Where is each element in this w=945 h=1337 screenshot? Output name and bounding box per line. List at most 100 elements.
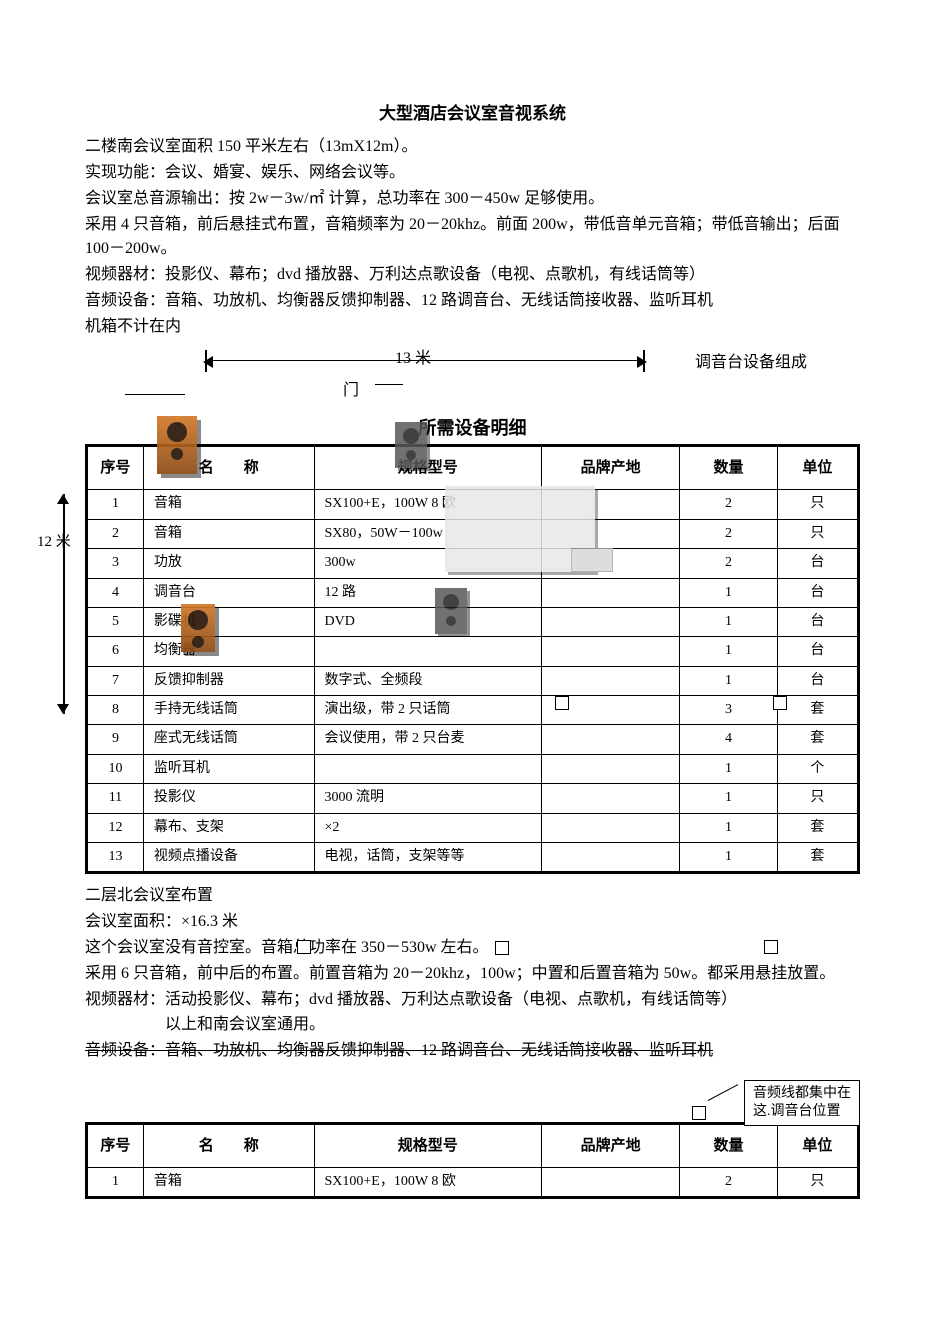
cell: 1 (680, 784, 778, 813)
cell: 4 (680, 725, 778, 754)
cell: 1 (680, 754, 778, 783)
cell: 会议使用，带 2 只台麦 (314, 725, 542, 754)
intro-p2: 实现功能：会议、婚宴、娱乐、网络会议等。 (85, 161, 860, 186)
sec2-p3: 这个会议室没有音控室。音箱总功率在 350－530w 左右。 (85, 936, 860, 961)
cell (542, 607, 680, 636)
cell: 套 (777, 813, 858, 842)
sec2-p4: 采用 6 只音箱，前中后的布置。前置音箱为 20－20khz，100w；中置和后… (85, 962, 860, 987)
cell: 5 (87, 607, 144, 636)
intro-p1: 二楼南会议室面积 150 平米左右（13mX12m）。 (85, 135, 860, 160)
intro-p4: 采用 4 只音箱，前后悬挂式布置，音箱频率为 20－20khz。前面 200w，… (85, 213, 860, 263)
cell: 2 (680, 1168, 778, 1198)
cell (542, 813, 680, 842)
cell (542, 666, 680, 695)
equipment-table-1-wrap: 12 米 序号 名 称 规格型号 品牌产地 数量 单位 1音箱SX100+E，1… (85, 444, 860, 874)
annot-line2: 这.调音台位置 (753, 1103, 851, 1121)
th-qty: 数量 (680, 1124, 778, 1168)
table-header-row: 序号 名 称 规格型号 品牌产地 数量 单位 (87, 1124, 859, 1168)
cell: 功放 (143, 549, 314, 578)
equipment-table-title: 所需设备明细 (85, 414, 860, 443)
cell (542, 578, 680, 607)
cell: 1 (680, 813, 778, 842)
intro-p5: 视频器材：投影仪、幕布；dvd 播放器、万利达点歌设备（电视、点歌机，有线话筒等… (85, 263, 860, 288)
room-dimension-diagram: 13 米 调音台设备组成 门 (85, 350, 860, 410)
speaker-grey-icon (395, 422, 427, 468)
sec2-p5: 视频器材：活动投影仪、幕布；dvd 播放器、万利达点歌设备（电视、点歌机，有线话… (85, 988, 860, 1013)
cell: 7 (87, 666, 144, 695)
cell: SX100+E，100W 8 欧 (314, 1168, 542, 1198)
cell: 调音台 (143, 578, 314, 607)
cell: 12 路 (314, 578, 542, 607)
cell: 个 (777, 754, 858, 783)
cell: 演出级，带 2 只话筒 (314, 696, 542, 725)
table-header-row: 序号 名 称 规格型号 品牌产地 数量 单位 (87, 446, 859, 490)
equipment-table-2: 序号 名 称 规格型号 品牌产地 数量 单位 1音箱SX100+E，100W 8… (85, 1122, 860, 1199)
cell: 2 (680, 490, 778, 519)
cell: 9 (87, 725, 144, 754)
table-row: 10监听耳机 1个 (87, 754, 859, 783)
cell: 反馈抑制器 (143, 666, 314, 695)
cell: ×2 (314, 813, 542, 842)
cell: 视频点播设备 (143, 843, 314, 873)
cell: 3 (87, 549, 144, 578)
cell: 台 (777, 607, 858, 636)
marker-square-icon (764, 940, 778, 954)
table-row: 12幕布、支架×2 1套 (87, 813, 859, 842)
cell: 10 (87, 754, 144, 783)
speaker-icon (181, 604, 215, 652)
table-row: 1音箱SX100+E，100W 8 欧2只 (87, 1168, 859, 1198)
cell (542, 725, 680, 754)
th-brand: 品牌产地 (542, 446, 680, 490)
cell (542, 1168, 680, 1198)
cell: 1 (87, 490, 144, 519)
intro-p3: 会议室总音源输出：按 2w－3w/㎡ 计算，总功率在 300－450w 足够使用… (85, 187, 860, 212)
intro-p6: 音频设备：音箱、功放机、均衡器反馈抑制器、12 路调音台、无线话筒接收器、监听耳… (85, 289, 860, 314)
cell: 只 (777, 490, 858, 519)
cell: 监听耳机 (143, 754, 314, 783)
cell: 台 (777, 578, 858, 607)
north-room-section: 二层北会议室布置 会议室面积：×16.3 米 这个会议室没有音控室。音箱总功率在… (85, 884, 860, 1064)
cell (314, 754, 542, 783)
cell: 13 (87, 843, 144, 873)
cell: 只 (777, 1168, 858, 1198)
cell: DVD (314, 607, 542, 636)
cell: 只 (777, 784, 858, 813)
mixer-label: 调音台设备组成 (695, 350, 807, 376)
cell: 1 (680, 607, 778, 636)
table-row: 9座式无线话筒会议使用，带 2 只台麦 4套 (87, 725, 859, 754)
cell: 座式无线话筒 (143, 725, 314, 754)
cell: 套 (777, 843, 858, 873)
annotation-leader-line (708, 1084, 738, 1101)
width-dim-label: 13 米 (395, 346, 431, 372)
document-title: 大型酒店会议室音视系统 (85, 100, 860, 127)
th-spec: 规格型号 (314, 1124, 542, 1168)
height-dim-label: 12 米 (37, 530, 71, 554)
cell: 4 (87, 578, 144, 607)
th-seq: 序号 (87, 1124, 144, 1168)
cell: 台 (777, 666, 858, 695)
cell: 数字式、全频段 (314, 666, 542, 695)
cell: 12 (87, 813, 144, 842)
cell: 3000 流明 (314, 784, 542, 813)
marker-square-icon (773, 696, 787, 710)
th-unit: 单位 (777, 446, 858, 490)
th-brand: 品牌产地 (542, 1124, 680, 1168)
table-row: 4调音台12 路1台 (87, 578, 859, 607)
cell: 音箱 (143, 490, 314, 519)
cell (542, 637, 680, 666)
door-label: 门 (343, 378, 359, 404)
cell: 3 (680, 696, 778, 725)
table-row: 8手持无线话筒演出级，带 2 只话筒3套 (87, 696, 859, 725)
intro-p7: 机箱不计在内 (85, 315, 860, 340)
cell: 套 (777, 725, 858, 754)
marker-square-icon (555, 696, 569, 710)
cell: 投影仪 (143, 784, 314, 813)
cell: 2 (680, 549, 778, 578)
cell: 幕布、支架 (143, 813, 314, 842)
cell (542, 784, 680, 813)
cell: 套 (777, 696, 858, 725)
cell (314, 637, 542, 666)
cell: 台 (777, 549, 858, 578)
cell: 11 (87, 784, 144, 813)
cell (542, 843, 680, 873)
